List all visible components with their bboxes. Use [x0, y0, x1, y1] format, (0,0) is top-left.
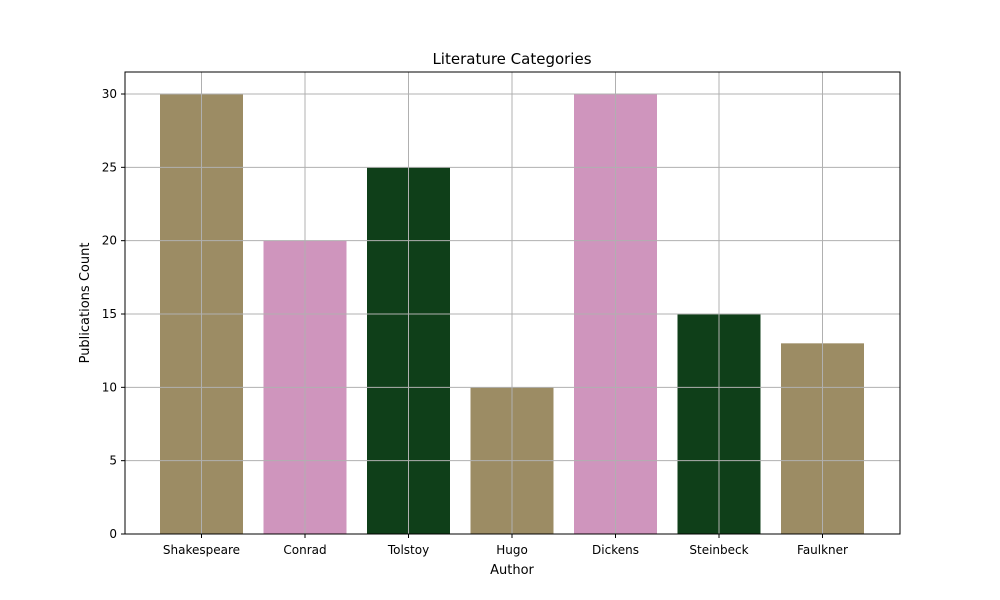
y-axis-label: Publications Count: [78, 243, 93, 364]
y-tick-label: 15: [102, 307, 117, 321]
x-tick-label: Conrad: [283, 543, 326, 557]
y-tick-label: 0: [109, 527, 117, 541]
y-tick-label: 5: [109, 454, 117, 468]
x-tick-label: Tolstoy: [387, 543, 429, 557]
y-axis: 0 5 10 15 20 25 30: [102, 87, 125, 541]
y-tick-label: 20: [102, 234, 117, 248]
x-axis-label: Author: [490, 563, 534, 578]
x-tick-label: Dickens: [592, 543, 639, 557]
x-tick-label: Steinbeck: [689, 543, 748, 557]
y-tick-label: 30: [102, 87, 117, 101]
chart-title: Literature Categories: [432, 50, 591, 68]
x-axis: Shakespeare Conrad Tolstoy Hugo Dickens Stein…: [163, 534, 848, 557]
x-tick-label: Hugo: [496, 543, 528, 557]
y-tick-label: 25: [102, 160, 117, 174]
x-tick-label: Faulkner: [797, 543, 848, 557]
y-tick-label: 10: [102, 380, 117, 394]
x-tick-label: Shakespeare: [163, 543, 240, 557]
